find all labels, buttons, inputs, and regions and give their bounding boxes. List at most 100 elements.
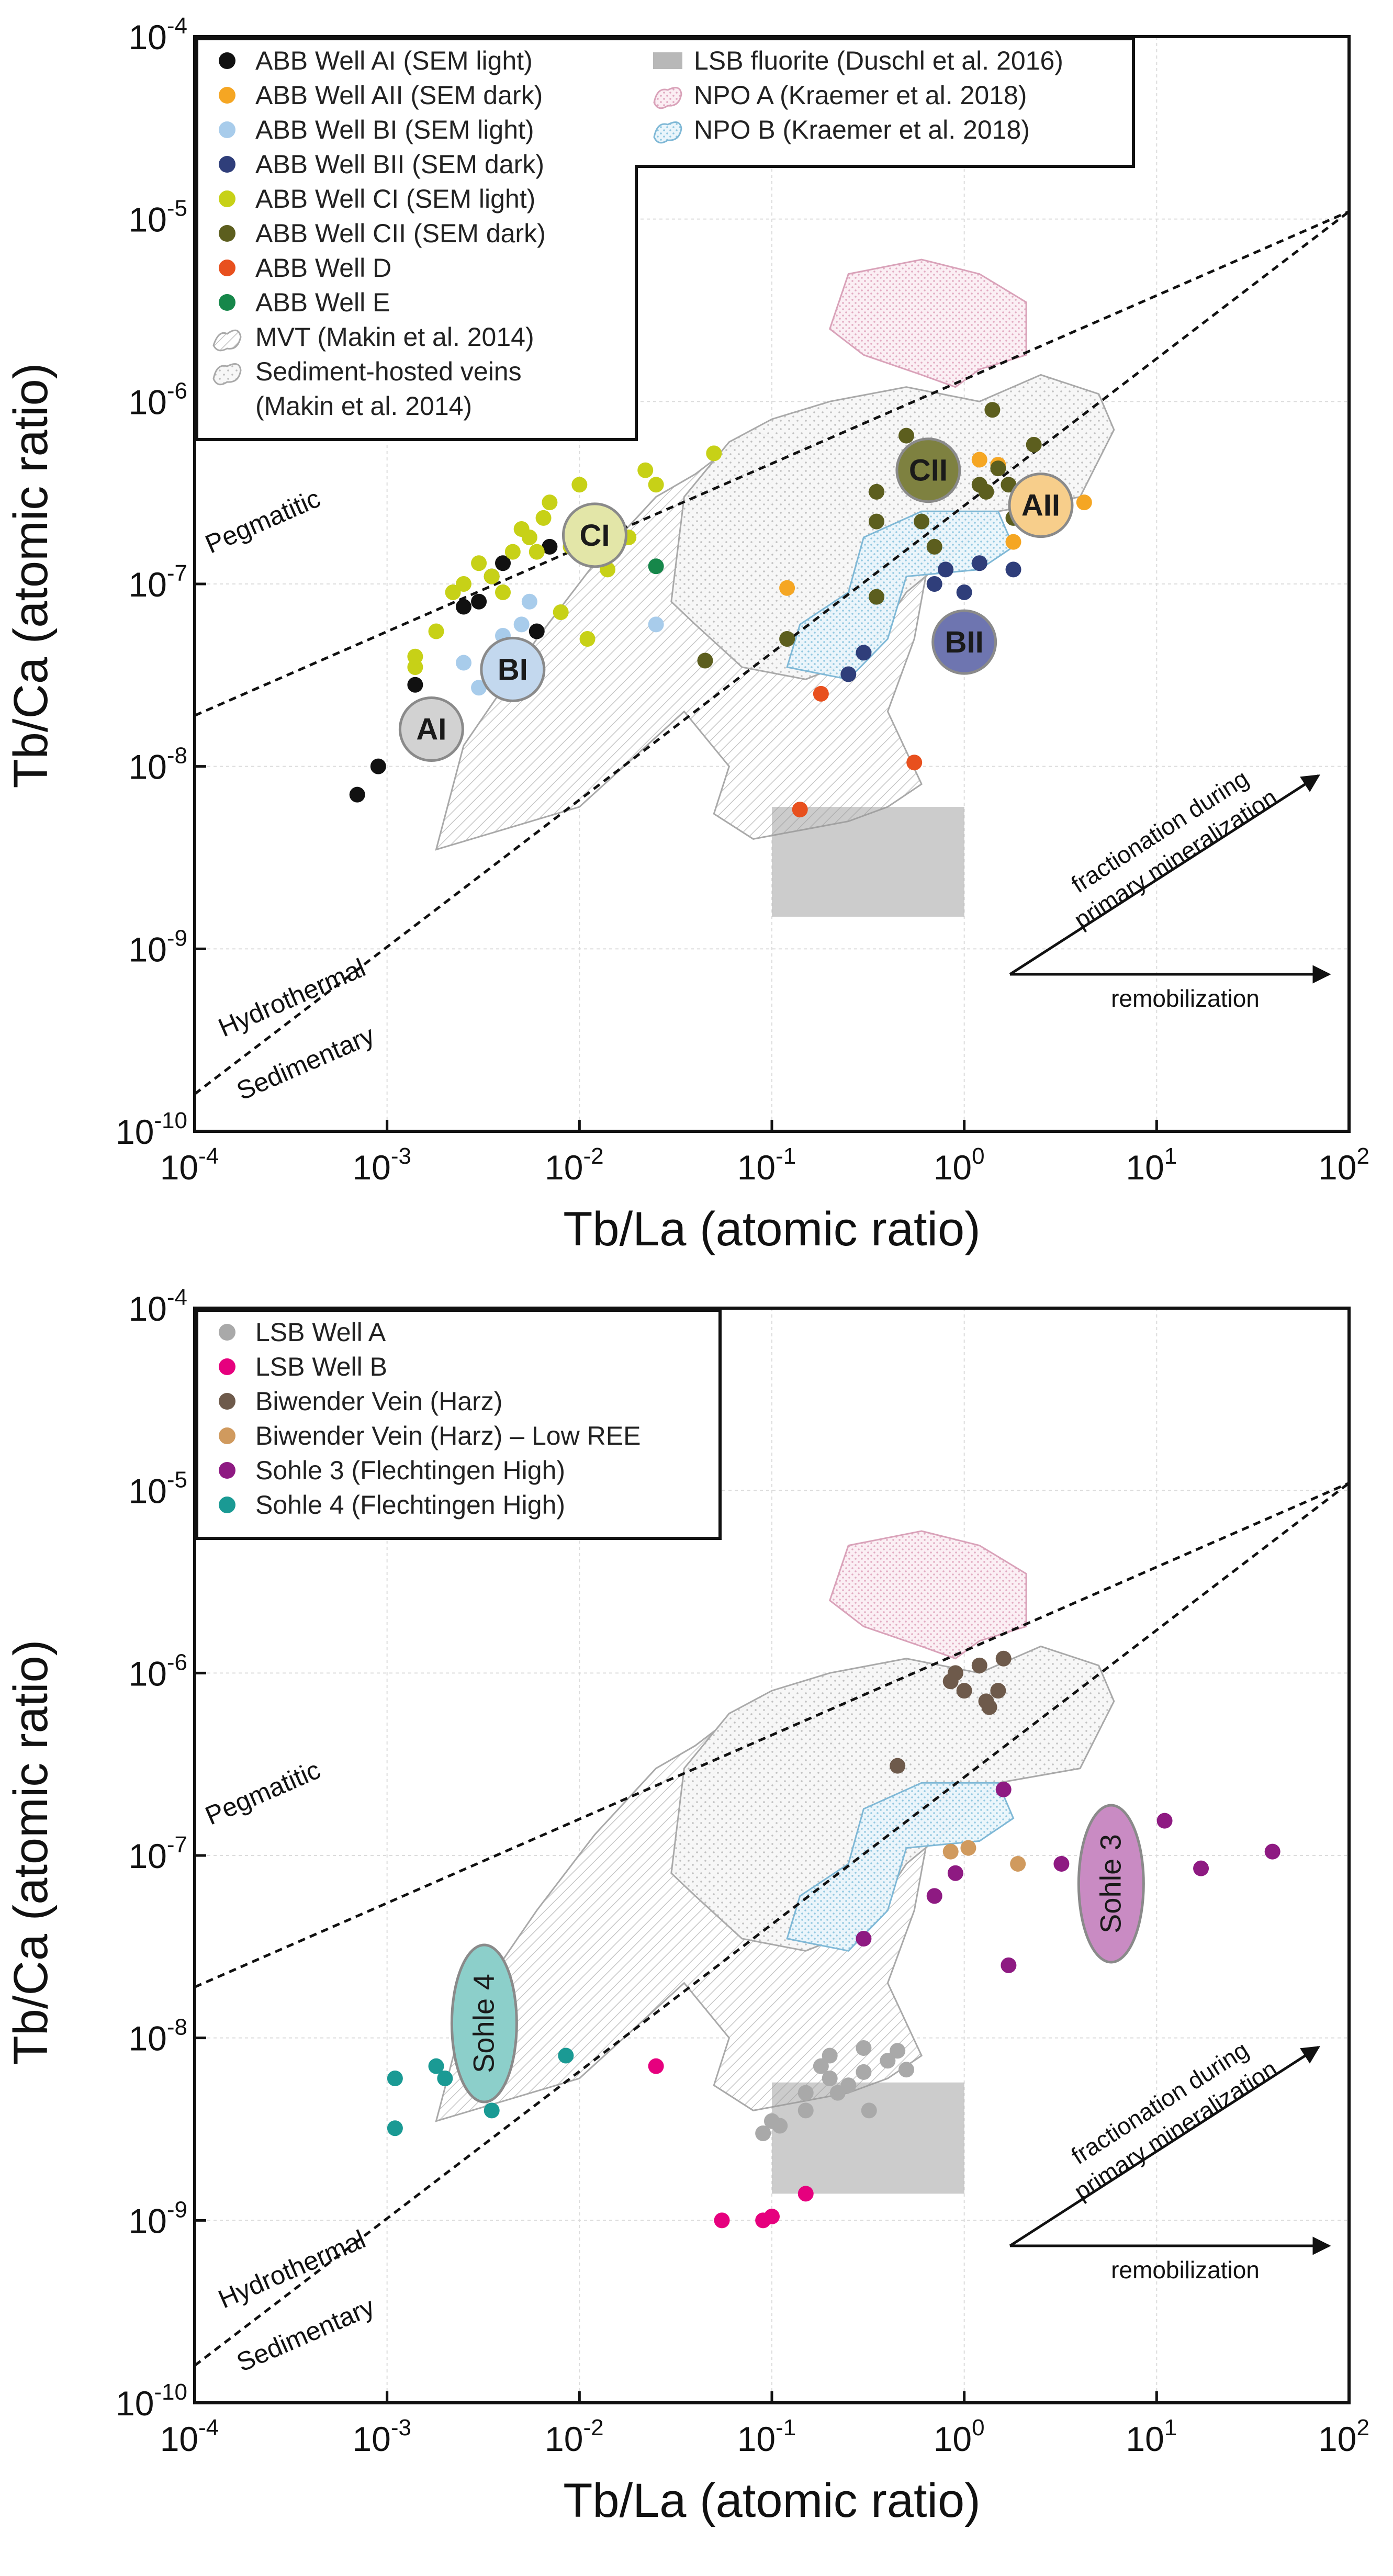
x-tick-exponent: -4	[198, 2415, 219, 2440]
data-point	[484, 568, 500, 584]
y-tick-exponent: -6	[167, 1649, 187, 1675]
x-axis-title: Tb/La (atomic ratio)	[563, 2474, 981, 2527]
legend-dot	[219, 1358, 235, 1375]
data-point	[960, 1840, 976, 1856]
lsb-fluorite-box	[772, 2082, 964, 2194]
data-point	[529, 544, 545, 560]
x-tick-base: 10	[1318, 1148, 1356, 1187]
x-tick-exponent: -3	[391, 2415, 411, 2440]
reference-line-1	[195, 210, 1349, 717]
legend-label: LSB Well B	[255, 1352, 387, 1381]
lsb-fluorite-box	[772, 807, 964, 917]
y-tick-base: 10	[128, 748, 166, 786]
x-tick-label: 10-4	[160, 1143, 219, 1187]
data-point	[906, 755, 923, 771]
data-point	[484, 2102, 500, 2119]
group-label: BII	[945, 625, 984, 659]
data-point	[890, 2043, 906, 2059]
data-point	[861, 2102, 877, 2119]
data-point	[495, 584, 511, 600]
data-point	[990, 1683, 1006, 1699]
y-tick-exponent: -5	[167, 196, 187, 221]
legend-label: (Makin et al. 2014)	[255, 391, 472, 421]
data-point	[428, 2058, 444, 2074]
x-tick-label: 10-3	[352, 2415, 411, 2458]
legend-frame	[195, 37, 1135, 441]
data-point	[956, 584, 972, 600]
y-tick-base: 10	[128, 1837, 166, 1875]
legend-dot	[219, 225, 235, 242]
x-tick-exponent: -3	[391, 1143, 411, 1169]
data-point	[471, 680, 487, 696]
data-point	[513, 616, 530, 633]
data-point	[407, 648, 423, 665]
data-point	[1193, 1860, 1209, 1876]
data-point	[869, 483, 885, 500]
y-tick-base: 10	[128, 1289, 166, 1328]
oval-label-shape	[1077, 1804, 1145, 1964]
data-point	[648, 558, 664, 575]
y-tick-exponent: -4	[167, 13, 187, 39]
x-tick-base: 10	[160, 2420, 198, 2458]
data-point	[471, 593, 487, 610]
series-2	[455, 593, 664, 696]
data-point	[984, 402, 1001, 418]
y-tick-exponent: -4	[167, 1285, 187, 1310]
y-axis-title: Tb/Ca (atomic ratio)	[4, 363, 58, 789]
y-tick-exponent: -9	[167, 2197, 187, 2222]
data-point	[914, 513, 930, 530]
y-tick-base: 10	[128, 1472, 166, 1511]
legend-label: ABB Well D	[255, 253, 391, 283]
data-point	[971, 452, 987, 468]
x-tick-label: 10-4	[160, 2415, 219, 2458]
y-tick-base: 10	[128, 200, 166, 239]
legend-label: ABB Well CII (SEM dark)	[255, 219, 546, 248]
legend: LSB Well A LSB Well B Biwender Vein (Harz)…	[195, 1309, 722, 1540]
data-point	[926, 1888, 942, 1904]
legend-label: ABB Well AI (SEM light)	[255, 46, 533, 75]
group-label-circle	[561, 502, 627, 568]
data-point	[428, 623, 444, 639]
data-point	[558, 2048, 574, 2064]
y-tick-base: 10	[128, 2019, 166, 2058]
data-point	[971, 1657, 987, 1673]
legend-label: Sediment-hosted veins	[255, 357, 522, 386]
legend-label: LSB fluorite (Duschl et al. 2016)	[694, 46, 1063, 75]
data-point	[779, 631, 795, 647]
x-tick-base: 10	[934, 2420, 972, 2458]
x-tick-exponent: -2	[583, 2415, 603, 2440]
reference-line-1	[195, 1481, 1349, 1988]
fractionation-arrow	[1009, 774, 1320, 976]
group-label-circle	[1008, 473, 1074, 538]
data-point	[706, 445, 722, 462]
data-point	[504, 544, 521, 560]
legend-dot	[219, 1462, 235, 1479]
data-point	[926, 538, 942, 555]
x-tick-label: 100	[934, 2415, 985, 2458]
data-point	[1076, 494, 1092, 511]
data-point	[445, 584, 461, 600]
y-tick-label: 10-4	[128, 13, 187, 57]
y-tick-exponent: -9	[167, 925, 187, 951]
data-point	[971, 555, 987, 571]
legend-dot	[219, 1427, 235, 1444]
data-point	[772, 2118, 788, 2134]
data-point	[407, 677, 423, 693]
x-tick-exponent: 0	[972, 1143, 984, 1169]
data-point	[648, 2058, 664, 2074]
fractionation-arrow	[1009, 2045, 1320, 2247]
data-point	[495, 555, 511, 571]
series-6	[792, 685, 923, 818]
data-point	[869, 589, 885, 605]
x-tick-exponent: 2	[1356, 1143, 1369, 1169]
x-tick-exponent: 1	[1164, 2415, 1177, 2440]
field-npo-b	[786, 1782, 1015, 1952]
data-point	[978, 483, 994, 500]
legend-dot	[219, 156, 235, 173]
data-point	[529, 623, 545, 639]
data-point	[898, 2062, 914, 2078]
data-point	[1264, 1843, 1280, 1860]
legend-blue-swatch	[653, 121, 682, 144]
data-point	[822, 2071, 838, 2087]
legend-frame	[195, 1309, 722, 1540]
